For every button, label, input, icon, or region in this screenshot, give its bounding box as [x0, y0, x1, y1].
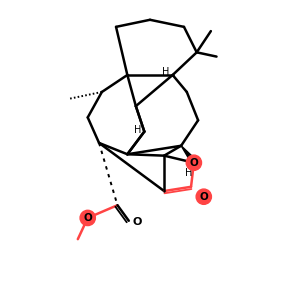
Polygon shape [181, 146, 194, 161]
Text: H: H [134, 125, 141, 135]
Circle shape [196, 189, 212, 204]
Text: O: O [190, 158, 198, 168]
Text: O: O [200, 192, 208, 202]
Circle shape [80, 210, 95, 226]
Text: H: H [162, 67, 169, 77]
Text: H: H [185, 168, 193, 178]
Circle shape [186, 155, 202, 170]
Text: O: O [83, 213, 92, 223]
Text: O: O [133, 217, 142, 227]
